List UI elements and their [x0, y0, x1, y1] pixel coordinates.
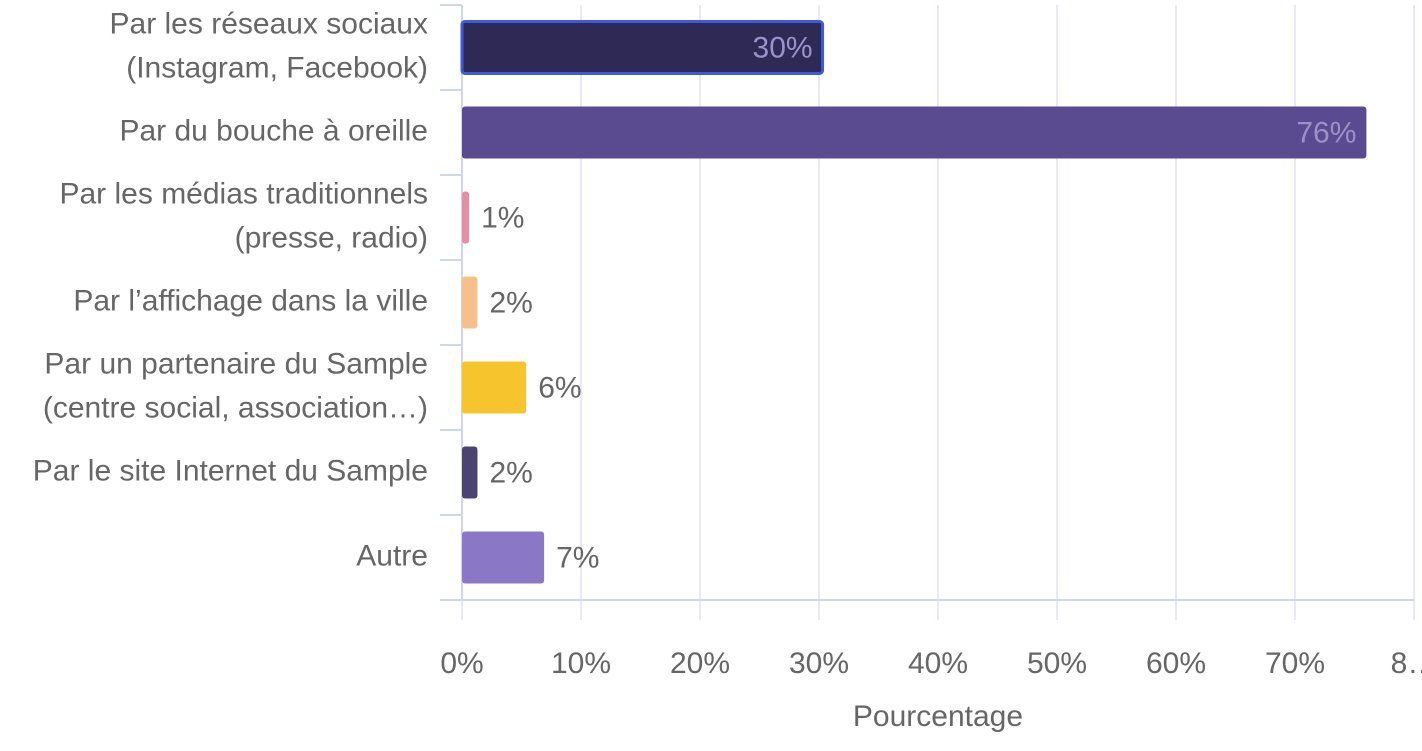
data-label: 76% [1296, 116, 1356, 149]
y-tick-label-line: Par les médias traditionnels [59, 177, 428, 210]
x-tick-label: 30% [789, 647, 849, 680]
data-label: 30% [753, 31, 813, 64]
data-label: 2% [489, 456, 532, 489]
y-tick-label-line: (Instagram, Facebook) [126, 51, 428, 84]
x-tick-label: 10% [551, 647, 611, 680]
y-tick-label-line: (presse, radio) [235, 221, 428, 254]
y-tick-label: Par l’affichage dans la ville [73, 284, 428, 317]
y-tick-label-line: (centre social, association…) [43, 391, 428, 424]
data-label: 7% [556, 541, 599, 574]
bar [462, 106, 1367, 159]
y-tick-label-line: Par les réseaux sociaux [110, 7, 429, 40]
y-tick-label-line: Autre [356, 539, 428, 572]
y-tick-label-line: Par l’affichage dans la ville [73, 284, 428, 317]
y-tick-label: Par les réseaux sociaux (Instagram, Faceb… [110, 7, 429, 84]
x-axis-title: Pourcentage [853, 700, 1023, 733]
bar [462, 531, 545, 584]
data-label: 6% [538, 371, 581, 404]
x-tick-label: 20% [670, 647, 730, 680]
y-tick-label-line: Par du bouche à oreille [119, 114, 428, 147]
bar [462, 446, 478, 499]
x-tick-label: 8… [1391, 647, 1422, 680]
x-tick-label: 40% [908, 647, 968, 680]
y-tick-label: Par un partenaire du Sample (centre socia… [43, 347, 428, 424]
y-tick-label: Par le site Internet du Sample [33, 454, 428, 487]
x-tick-label: 60% [1146, 647, 1206, 680]
data-label: 2% [489, 286, 532, 319]
y-tick-label-line: Par un partenaire du Sample [44, 347, 428, 380]
y-tick-label: Par du bouche à oreille [119, 114, 428, 147]
x-tick-label: 70% [1265, 647, 1325, 680]
y-tick-label-line: Par le site Internet du Sample [33, 454, 428, 487]
x-tick-label: 50% [1027, 647, 1087, 680]
data-label: 1% [481, 201, 524, 234]
y-tick-label: Par les médias traditionnels (presse, rad… [59, 177, 428, 254]
y-tick-label: Autre [356, 539, 428, 572]
bar [462, 276, 478, 329]
bar [460, 20, 825, 75]
bar [462, 191, 470, 244]
bar [462, 361, 527, 414]
x-tick-label: 0% [440, 647, 483, 680]
